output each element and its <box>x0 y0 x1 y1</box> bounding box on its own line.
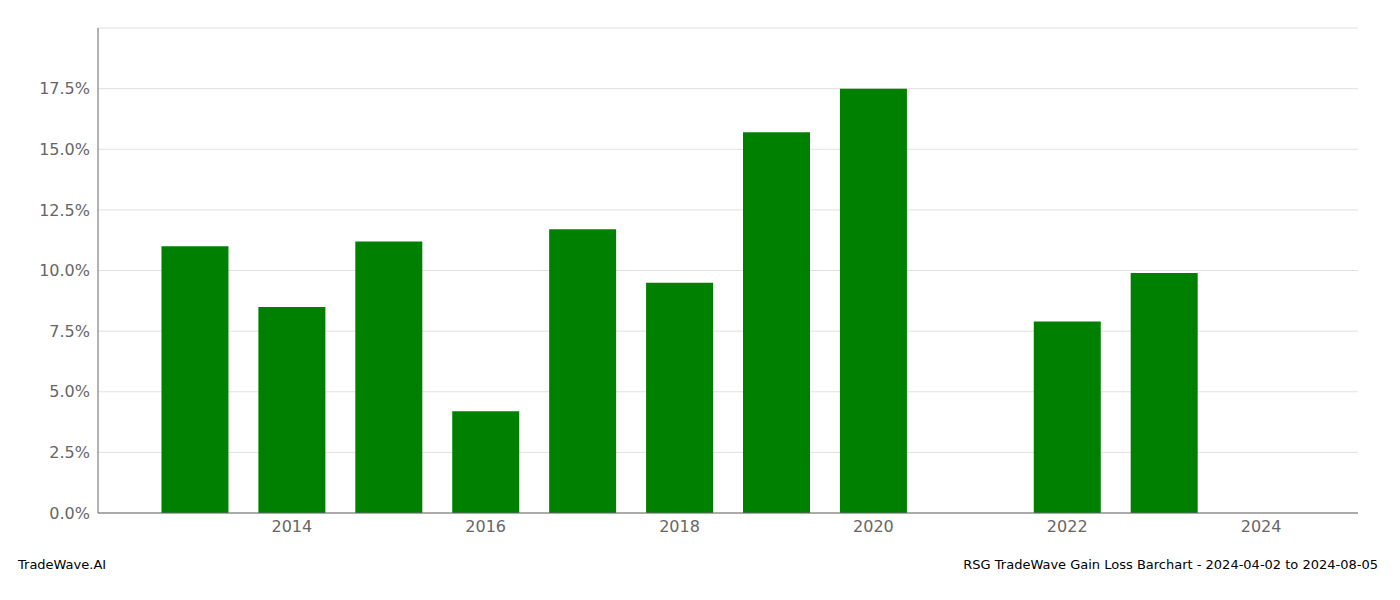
svg-text:2014: 2014 <box>271 517 312 536</box>
html-text:TradeWave.AI: TradeWave.AI <box>18 557 107 572</box>
svg-text:2022: 2022 <box>1047 517 1088 536</box>
svg-text:10.0%: 10.0% <box>39 261 90 280</box>
svg-text:2024: 2024 <box>1241 517 1282 536</box>
svg-text:2018: 2018 <box>659 517 700 536</box>
svg-text:0.0%: 0.0% <box>49 504 90 523</box>
html-text:RSG TradeWave Gain Loss Barcha: RSG TradeWave Gain Loss Barchart - 2024-… <box>963 557 1378 572</box>
svg-text:5.0%: 5.0% <box>49 382 90 401</box>
svg-text:17.5%: 17.5% <box>39 79 90 98</box>
svg-text:7.5%: 7.5% <box>49 322 90 341</box>
svg-text:2016: 2016 <box>465 517 506 536</box>
svg-text:15.0%: 15.0% <box>39 140 90 159</box>
svg-text:12.5%: 12.5% <box>39 201 90 220</box>
svg-text:2.5%: 2.5% <box>49 443 90 462</box>
svg-text:2020: 2020 <box>853 517 894 536</box>
